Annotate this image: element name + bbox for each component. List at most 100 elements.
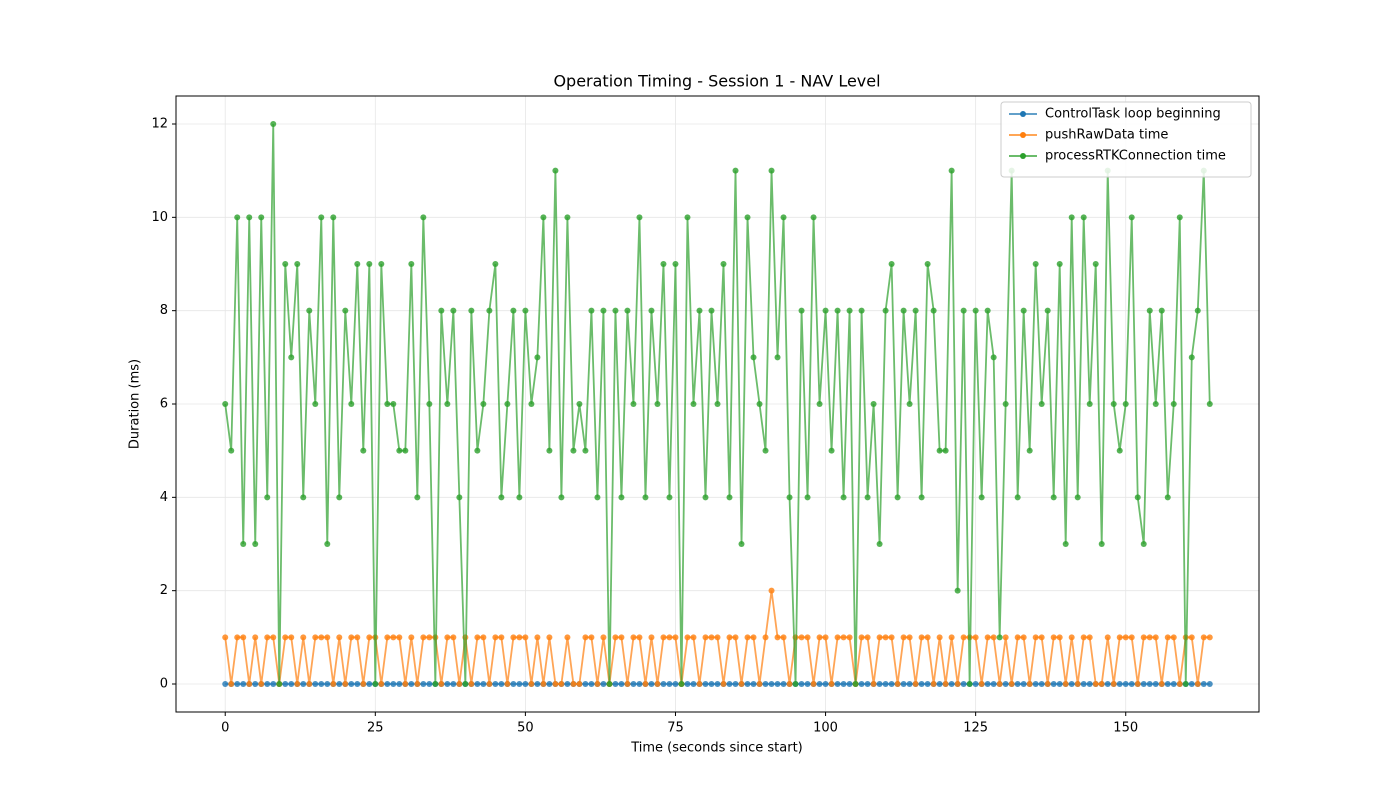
point: [840, 681, 847, 687]
point: [1092, 681, 1099, 687]
point: [1038, 681, 1045, 687]
point: [408, 261, 415, 267]
point: [312, 634, 319, 641]
point: [516, 634, 523, 641]
point: [228, 447, 235, 454]
point: [348, 634, 355, 641]
point: [996, 634, 1003, 641]
point: [318, 634, 325, 641]
point: [978, 494, 985, 501]
point: [1038, 634, 1045, 641]
point: [678, 681, 685, 687]
point: [882, 681, 889, 687]
point: [390, 634, 397, 641]
point: [468, 307, 475, 314]
point: [468, 681, 475, 687]
point: [420, 681, 427, 687]
point: [270, 681, 277, 687]
point: [228, 681, 235, 687]
point: [1164, 681, 1171, 687]
point: [798, 681, 805, 687]
point: [336, 634, 343, 641]
point: [546, 634, 553, 641]
point: [402, 447, 409, 454]
point: [1116, 681, 1123, 687]
point: [390, 681, 397, 687]
point: [522, 307, 529, 314]
legend-box: [1000, 101, 1252, 178]
legend-label: pushRawData time: [1045, 128, 1168, 143]
point: [804, 681, 811, 687]
point: [384, 401, 391, 407]
point: [564, 681, 571, 687]
point: [360, 681, 367, 687]
point: [366, 634, 373, 641]
point: [654, 681, 661, 687]
point: [912, 307, 919, 314]
point: [1188, 354, 1195, 361]
point: [1194, 681, 1201, 687]
point: [1032, 681, 1039, 687]
x-tick-label: 75: [667, 721, 684, 736]
point: [480, 401, 487, 407]
point: [444, 401, 451, 407]
point: [258, 681, 265, 687]
point: [774, 634, 781, 641]
point: [756, 401, 763, 407]
x-tick-label: 25: [367, 721, 384, 736]
point: [894, 681, 901, 687]
point: [1062, 681, 1069, 687]
point: [762, 681, 769, 687]
point: [1026, 681, 1033, 687]
point: [576, 401, 583, 407]
point: [864, 494, 871, 501]
point: [846, 307, 853, 314]
legend: ControlTask loop beginning pushRawData ti…: [1000, 101, 1252, 178]
point: [606, 681, 613, 687]
point: [498, 634, 505, 641]
point: [402, 681, 409, 687]
point: [570, 681, 577, 687]
point: [240, 681, 247, 687]
point: [516, 681, 523, 687]
point: [738, 541, 745, 547]
point: [1116, 447, 1123, 454]
point: [738, 681, 745, 687]
point: [822, 307, 829, 314]
point: [1074, 681, 1081, 687]
point: [858, 634, 865, 641]
point: [288, 354, 295, 361]
point: [270, 121, 277, 127]
point: [936, 681, 943, 687]
point: [906, 681, 913, 687]
point: [924, 634, 931, 641]
point: [1020, 307, 1027, 314]
point: [1158, 307, 1165, 314]
point: [948, 167, 955, 174]
point: [828, 447, 835, 454]
point: [990, 634, 997, 641]
point: [786, 494, 793, 501]
point: [1008, 681, 1015, 687]
point: [762, 634, 769, 641]
point: [948, 681, 955, 687]
point: [618, 634, 625, 641]
point: [1134, 681, 1141, 687]
point: [552, 681, 559, 687]
point: [1002, 681, 1009, 687]
point: [918, 634, 925, 641]
point: [300, 494, 307, 501]
point: [1146, 681, 1153, 687]
point: [570, 447, 577, 454]
x-tick-label: 150: [1113, 721, 1138, 736]
point: [300, 681, 307, 687]
y-axis-label: Duration (ms): [128, 359, 143, 449]
point: [582, 634, 589, 641]
point: [714, 634, 721, 641]
y-tick-label: 2: [160, 583, 168, 598]
point: [426, 681, 433, 687]
point: [942, 681, 949, 687]
point: [990, 681, 997, 687]
point: [774, 681, 781, 687]
point: [222, 681, 229, 687]
